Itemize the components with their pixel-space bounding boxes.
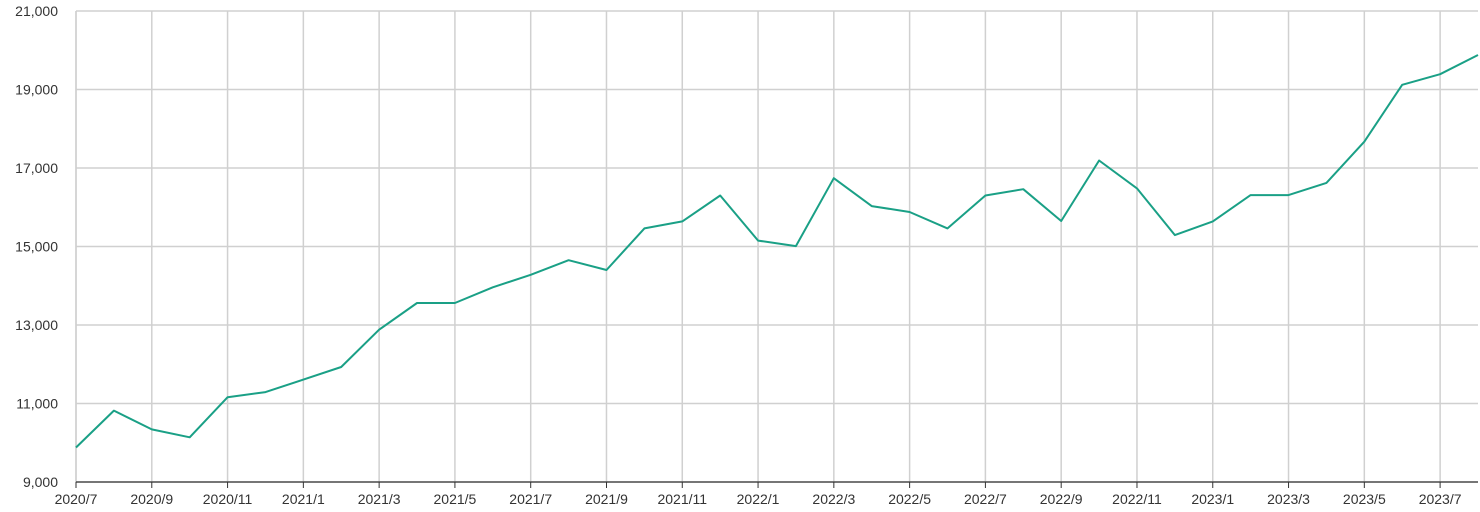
data-point <box>75 446 77 448</box>
x-tick-label: 2020/11 <box>203 491 253 507</box>
data-point <box>1401 84 1403 86</box>
x-tick-label: 2022/1 <box>737 491 780 507</box>
data-point <box>947 227 949 229</box>
x-tick-label: 2020/9 <box>130 491 173 507</box>
data-point <box>833 177 835 179</box>
y-tick-label: 9,000 <box>23 474 58 490</box>
data-point <box>909 211 911 213</box>
y-tick-label: 15,000 <box>15 239 58 255</box>
data-point <box>984 194 986 196</box>
data-point <box>492 286 494 288</box>
data-point <box>1477 54 1479 56</box>
y-axis-tick-labels: 9,000 11,000 13,000 15,000 17,000 19,000 21,00… <box>15 3 58 490</box>
x-tick-label: 2023/5 <box>1343 491 1386 507</box>
x-tick-label: 2020/7 <box>55 491 98 507</box>
x-tick-label: 2021/5 <box>434 491 477 507</box>
data-point <box>189 436 191 438</box>
y-tick-label: 11,000 <box>16 396 58 412</box>
x-tick-label: 2021/11 <box>657 491 707 507</box>
data-point <box>151 428 153 430</box>
x-tick-label: 2022/5 <box>888 491 931 507</box>
data-point <box>340 366 342 368</box>
data-point <box>1212 220 1214 222</box>
data-point <box>1288 194 1290 196</box>
series-line <box>75 54 1479 449</box>
x-tick-label: 2021/9 <box>585 491 628 507</box>
x-tick-label: 2022/9 <box>1040 491 1083 507</box>
y-tick-label: 19,000 <box>15 82 58 98</box>
data-point <box>1325 182 1327 184</box>
y-tick-label: 17,000 <box>15 160 58 176</box>
y-tick-label: 21,000 <box>15 3 58 19</box>
x-axis-tick-labels: 2020/7 2020/9 2020/11 2021/1 2021/3 2021/5 202… <box>55 491 1462 507</box>
data-point <box>1174 234 1176 236</box>
x-tick-label: 2022/3 <box>812 491 855 507</box>
data-point <box>871 205 873 207</box>
x-tick-label: 2021/7 <box>509 491 552 507</box>
data-point <box>378 329 380 331</box>
x-tick-label: 2023/7 <box>1419 491 1462 507</box>
data-point <box>1136 187 1138 189</box>
data-point <box>568 259 570 261</box>
x-tick-label: 2023/1 <box>1191 491 1234 507</box>
data-point <box>302 379 304 381</box>
data-point <box>1022 188 1024 190</box>
data-point <box>1439 73 1441 75</box>
x-tick-label: 2023/3 <box>1267 491 1310 507</box>
data-point <box>1363 141 1365 143</box>
data-point <box>1060 220 1062 222</box>
data-point <box>227 396 229 398</box>
x-tick-label: 2022/11 <box>1112 491 1162 507</box>
data-point <box>416 302 418 304</box>
data-point <box>454 302 456 304</box>
data-point <box>719 194 721 196</box>
gridlines <box>75 10 1478 488</box>
data-point <box>1098 160 1100 162</box>
y-tick-label: 13,000 <box>15 317 58 333</box>
data-point <box>757 240 759 242</box>
data-point <box>264 391 266 393</box>
x-tick-label: 2021/3 <box>358 491 401 507</box>
data-point <box>643 227 645 229</box>
series-layer <box>75 54 1479 449</box>
data-point <box>605 269 607 271</box>
data-point <box>795 245 797 247</box>
data-point <box>1250 194 1252 196</box>
data-point <box>530 274 532 276</box>
data-point <box>113 410 115 412</box>
x-tick-label: 2021/1 <box>282 491 325 507</box>
x-tick-label: 2022/7 <box>964 491 1007 507</box>
data-point <box>681 220 683 222</box>
